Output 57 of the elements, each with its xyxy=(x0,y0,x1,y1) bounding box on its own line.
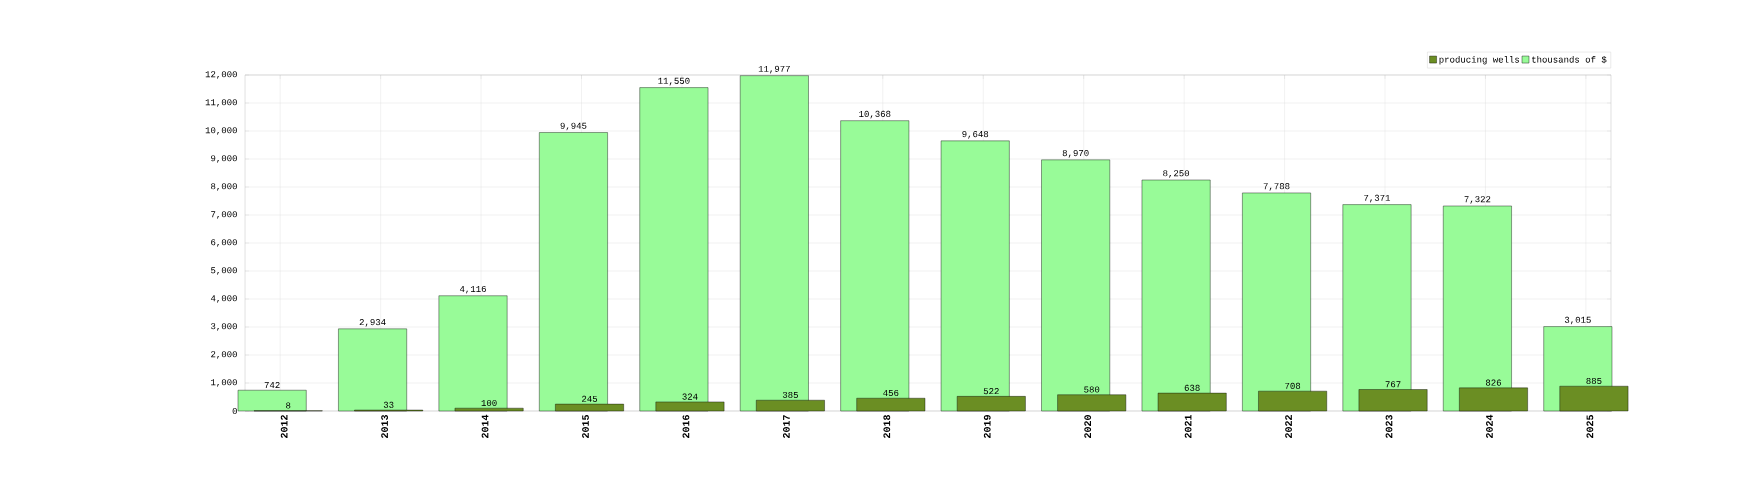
data-label: 8,250 xyxy=(1163,170,1190,178)
data-label: 2,934 xyxy=(359,319,386,327)
x-tick-label: 2024 xyxy=(1486,414,1493,438)
data-label: 742 xyxy=(264,381,280,389)
data-label: 767 xyxy=(1385,381,1401,388)
data-label: 708 xyxy=(1285,382,1301,389)
y-tick-label: 2,000 xyxy=(211,351,237,359)
data-label: 7,788 xyxy=(1263,183,1290,191)
data-label: 456 xyxy=(883,389,899,397)
data-label: 9,648 xyxy=(962,131,989,139)
data-label: 8,970 xyxy=(1062,150,1089,158)
data-label: 11,977 xyxy=(758,65,790,74)
x-tick-label: 2013 xyxy=(381,415,389,438)
x-tick-label: 2023 xyxy=(1385,415,1393,438)
y-tick-label: 8,000 xyxy=(211,183,237,191)
y-tick-label: 0 xyxy=(232,407,237,415)
y-tick-label: 5,000 xyxy=(211,267,237,275)
data-label: 580 xyxy=(1084,386,1100,393)
data-label: 3,015 xyxy=(1564,316,1591,325)
data-label: 9,945 xyxy=(560,122,587,131)
x-tick-label: 2021 xyxy=(1184,414,1192,438)
data-label: 885 xyxy=(1586,377,1602,385)
data-label: 100 xyxy=(481,399,497,406)
x-tick-label: 2016 xyxy=(682,415,690,438)
y-tick-label: 7,000 xyxy=(211,211,237,219)
x-tick-label: 2017 xyxy=(782,415,790,438)
data-label: 324 xyxy=(682,393,698,400)
data-label: 4,116 xyxy=(459,285,486,294)
y-tick-label: 3,000 xyxy=(211,323,237,331)
data-label: 33 xyxy=(383,401,394,408)
y-tick-label: 11,000 xyxy=(205,99,237,107)
data-label: 245 xyxy=(582,395,598,402)
data-label: 638 xyxy=(1184,384,1200,391)
legend-label: producing wells xyxy=(1439,56,1520,65)
x-tick-label: 2012 xyxy=(280,415,288,438)
data-label: 826 xyxy=(1485,379,1501,386)
data-label: 385 xyxy=(782,391,798,399)
data-label: 7,322 xyxy=(1464,196,1491,204)
data-label: 11,550 xyxy=(658,77,690,86)
data-label: 10,368 xyxy=(859,110,891,119)
x-tick-label: 2019 xyxy=(983,415,991,438)
y-tick-label: 1,000 xyxy=(211,379,237,387)
y-tick-label: 6,000 xyxy=(211,239,237,247)
data-label: 522 xyxy=(983,388,999,395)
x-tick-label: 2020 xyxy=(1084,415,1092,438)
x-tick-label: 2025 xyxy=(1586,415,1594,438)
x-tick-label: 2015 xyxy=(582,415,589,438)
y-tick-label: 10,000 xyxy=(205,127,237,135)
x-tick-label: 2018 xyxy=(883,415,891,438)
y-tick-label: 9,000 xyxy=(211,155,237,163)
data-label: 7,371 xyxy=(1364,194,1391,203)
y-tick-label: 4,000 xyxy=(210,295,237,303)
x-tick-label: 2022 xyxy=(1285,415,1292,438)
x-tick-label: 2014 xyxy=(481,414,489,438)
data-label: 8 xyxy=(286,402,291,409)
legend-label: thousands of $ xyxy=(1532,56,1607,64)
y-tick-label: 12,000 xyxy=(205,71,237,79)
